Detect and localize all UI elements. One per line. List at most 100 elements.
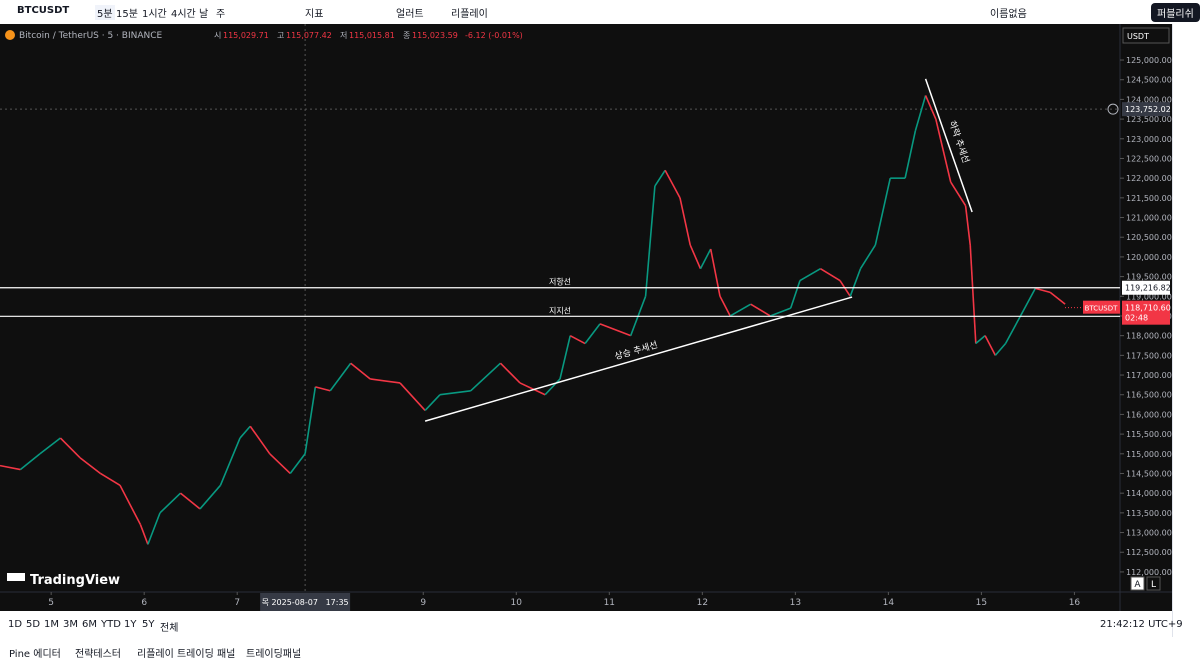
price-segment	[984, 335, 997, 356]
y-tick-label: 116,000.00	[1126, 410, 1172, 419]
price-segment	[100, 472, 121, 486]
y-tick-label: 117,500.00	[1126, 351, 1172, 360]
x-tick-label: 12	[697, 598, 708, 608]
price-segment	[350, 362, 371, 380]
price-segment	[1019, 288, 1037, 317]
y-tick-label: 116,500.00	[1126, 391, 1172, 400]
price-segment	[950, 181, 967, 207]
ohlc-label: 시	[214, 31, 221, 40]
price-segment	[147, 512, 161, 545]
x-tick-label: 9	[420, 598, 426, 608]
price-segment	[219, 437, 241, 486]
range-button[interactable]: 전체	[160, 623, 179, 634]
price-segment	[914, 95, 927, 132]
crosshair-x-label: 목 2025-08-07 17:35	[262, 598, 349, 607]
price-segment	[924, 95, 937, 120]
symbol-tag-text: BTCUSDT	[1085, 305, 1119, 313]
range-button[interactable]: 1Y	[124, 619, 137, 630]
panel-tab[interactable]: 리플레이 트레이딩 패널	[137, 649, 236, 660]
price-segment	[249, 425, 271, 455]
y-tick-label: 119,500.00	[1126, 273, 1172, 282]
ohlc-value: 115,015.81	[349, 31, 395, 40]
trend-label: 하락 추세선	[946, 119, 972, 165]
alert[interactable]: 얼러트	[396, 9, 424, 20]
price-segment	[709, 248, 721, 297]
price-segment	[994, 343, 1007, 356]
y-tick-label: 119,000.00	[1126, 292, 1172, 301]
x-tick-label: 7	[234, 598, 240, 608]
price-segment	[39, 437, 61, 455]
y-tick-label: 125,000.00	[1126, 56, 1172, 65]
price-segment	[59, 437, 81, 459]
x-tick-label: 6	[141, 598, 147, 608]
crosshair-x-box	[260, 593, 351, 611]
price-segment	[289, 453, 306, 474]
x-tick-label: 14	[883, 598, 895, 608]
publish[interactable]: 퍼블리쉬	[1151, 3, 1200, 22]
price-segment	[859, 244, 877, 270]
scale-button: A	[1134, 580, 1141, 590]
panel-tab[interactable]: Pine 에디터	[9, 649, 61, 660]
interval[interactable]: 날	[199, 9, 209, 20]
range-button[interactable]: 5Y	[142, 619, 155, 630]
y-tick-label: 112,000.00	[1126, 568, 1172, 577]
price-segment	[470, 362, 502, 392]
y-tick-label: 115,500.00	[1126, 430, 1172, 439]
trend-label: 상승 추세선	[613, 339, 659, 362]
price-segment	[79, 457, 101, 475]
price-segment	[969, 245, 977, 344]
panel-tab[interactable]: 트레이딩패널	[246, 649, 302, 660]
chart: 112,000.00 112,500.00 113,000.00 113,500.00…	[0, 24, 1172, 611]
layout-name[interactable]: 이름없음	[990, 9, 1027, 20]
top-toolbar: BTCUSDT 5분 15분 1시간 4시간 날 주 지표 얼러트 리플레이 이름없음 퍼블리쉬	[0, 0, 1200, 25]
panel-tab[interactable]: 전략테스터	[75, 649, 121, 660]
price-segment	[729, 303, 752, 317]
indicators[interactable]: 지표	[305, 9, 324, 20]
price-segment	[975, 335, 986, 345]
ohlc-value: 115,077.42	[286, 31, 332, 40]
symbol[interactable]: BTCUSDT	[17, 5, 70, 16]
scale-button: L	[1151, 580, 1156, 590]
interval[interactable]: 4시간	[171, 9, 196, 20]
price-segment	[424, 394, 441, 412]
right-sidebar	[1172, 24, 1200, 637]
y-tick-label: 124,500.00	[1126, 76, 1172, 85]
y-tick-label: 114,500.00	[1126, 469, 1172, 478]
symbol-tag	[1083, 300, 1120, 314]
y-tick-label: 117,000.00	[1126, 371, 1172, 380]
price-segment	[769, 307, 791, 317]
price-segment	[699, 248, 712, 270]
price-segment	[269, 453, 291, 475]
range-button[interactable]: 1D	[8, 619, 23, 630]
scale-button-box	[1146, 576, 1161, 591]
price-segment	[719, 295, 731, 317]
range-button[interactable]: YTD	[101, 619, 121, 630]
y-tick-label: 123,000.00	[1126, 135, 1172, 144]
range-button[interactable]: 1M	[44, 619, 59, 630]
price-segment	[315, 386, 331, 392]
price-segment	[599, 323, 631, 337]
price-segment	[439, 389, 471, 396]
ohlc-label: 저	[340, 31, 347, 40]
y-tick-label: 113,500.00	[1126, 509, 1172, 518]
branding: TradingView	[30, 573, 120, 588]
currency-box[interactable]	[1122, 27, 1170, 44]
range-button[interactable]: 6M	[82, 619, 97, 630]
interval[interactable]: 주	[216, 9, 226, 20]
interval[interactable]: 15분	[116, 9, 138, 20]
interval[interactable]: 5분	[95, 5, 115, 20]
price-segment	[849, 268, 862, 297]
y-tick-label: 118,000.00	[1126, 332, 1172, 341]
range-button[interactable]: 3M	[63, 619, 78, 630]
price-segment	[139, 524, 149, 545]
price-segment	[239, 425, 251, 439]
x-tick-label: 15	[976, 598, 987, 608]
replay[interactable]: 리플레이	[451, 9, 488, 20]
x-tick-label: 11	[604, 598, 615, 608]
price-segment	[1035, 287, 1051, 294]
range-button[interactable]: 5D	[26, 619, 41, 630]
currency: USDT	[1127, 32, 1149, 41]
interval[interactable]: 1시간	[142, 9, 167, 20]
add-alert-icon	[1107, 103, 1119, 115]
price-segment	[689, 244, 702, 270]
